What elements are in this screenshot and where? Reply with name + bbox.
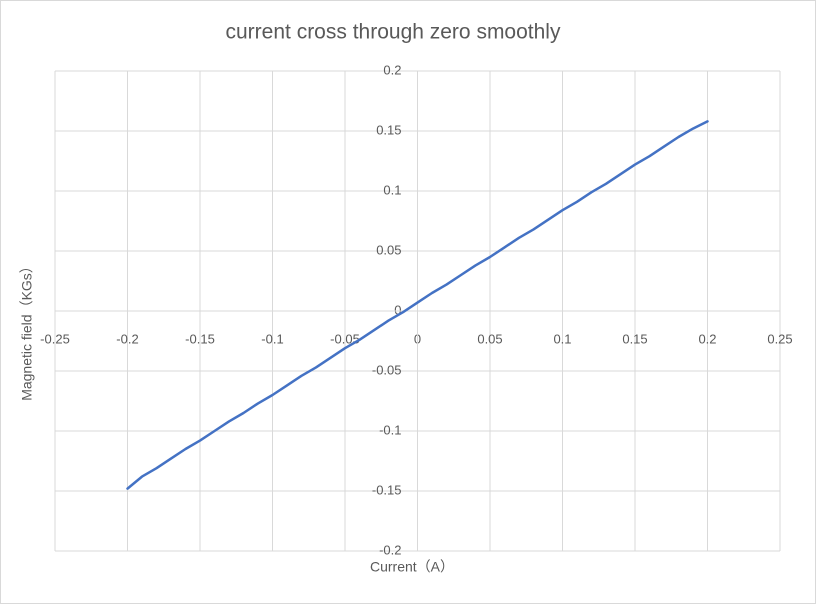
y-tick-label: 0.1 [383, 182, 401, 197]
y-tick-label: 0.05 [376, 242, 401, 257]
y-tick-label: 0.15 [376, 122, 401, 137]
x-tick-label: -0.25 [40, 331, 70, 346]
x-tick-label: 0.2 [698, 331, 716, 346]
y-tick-label: -0.15 [372, 482, 402, 497]
x-tick-label: 0.25 [767, 331, 792, 346]
y-tick-label: 0 [394, 302, 401, 317]
data-line [126, 120, 709, 490]
y-axis-title: Magnetic field（KGs） [19, 259, 35, 401]
y-tick-label: 0.2 [383, 62, 401, 77]
x-tick-label: 0.1 [553, 331, 571, 346]
x-tick-label: 0.05 [477, 331, 502, 346]
x-axis-title: Current（A） [370, 559, 454, 575]
x-tick-label: -0.1 [261, 331, 283, 346]
x-tick-label: -0.15 [185, 331, 215, 346]
x-tick-label: 0.15 [622, 331, 647, 346]
chart-title: current cross through zero smoothly [226, 21, 561, 44]
y-tick-label: -0.1 [379, 422, 401, 437]
x-tick-label: -0.2 [116, 331, 138, 346]
y-tick-label: -0.2 [379, 542, 401, 557]
x-tick-label: -0.05 [330, 331, 360, 346]
y-tick-label: -0.05 [372, 362, 402, 377]
